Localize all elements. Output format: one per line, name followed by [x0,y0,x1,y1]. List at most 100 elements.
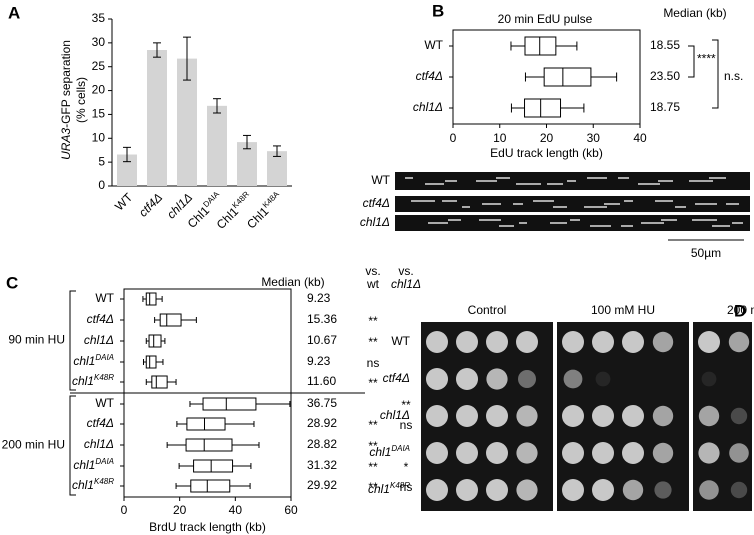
spot [622,479,644,501]
group-bracket [69,395,76,496]
spot [698,405,720,427]
y-tick-label: WT [95,396,114,410]
median-label: 11.60 [307,374,336,388]
median-label: 18.75 [650,100,680,114]
label-text: WT [95,291,114,305]
y-tick-label: ctf4Δ [87,312,114,326]
label-text: ctf4Δ [416,69,443,83]
box [186,417,226,431]
y-label-rest: -GFP separation [59,40,73,128]
x-tick-label: 10 [493,131,507,145]
spot [562,405,584,427]
fiber-image [395,196,750,212]
vs-header: vs. [365,264,380,278]
spot [730,481,748,499]
label-superscript: DAIA [391,444,410,453]
median-label: 18.55 [650,38,680,52]
row-label: WT [391,334,410,348]
y-tick-label: 5 [98,154,105,168]
spot [516,405,538,427]
bar [207,105,227,186]
median-label: 23.50 [650,69,680,83]
spot [563,369,583,389]
y-tick-label: 10 [92,130,106,144]
box [190,479,231,493]
significance-bracket [712,39,719,109]
box [202,397,257,411]
group-label: 200 min HU [2,438,65,452]
spot [426,479,448,501]
box [151,375,168,389]
label-text: chl1Δ [360,215,390,229]
x-axis-label: BrdU track length (kb) [149,520,266,534]
y-label-italic: URA3 [59,128,73,160]
label-text: ctf4Δ [87,312,114,326]
significance: n.s. [724,69,743,83]
y-tick-label: 30 [92,35,106,49]
x-tick-label: 30 [587,131,601,145]
y-tick-label: ctf4Δ [87,416,114,430]
significance: ** [368,480,378,494]
vs-header: chl1Δ [391,277,421,291]
label-superscript: K48R [231,190,252,211]
chart-title: 20 min EdU pulse [498,12,593,26]
scale-bar-label: 50µm [691,246,721,260]
spot [486,405,508,427]
label-text: ctf4Δ [87,416,114,430]
significance: ** [401,398,411,412]
label-superscript: K48R [94,477,114,486]
y-tick-label: WT [424,38,443,52]
median-label: 9.23 [307,354,331,368]
significance: ns [400,480,413,494]
spot [456,479,478,501]
significance: **** [697,52,716,66]
spot [592,405,614,427]
y-axis-label: (% cells) [74,77,88,123]
label-superscript: K48R [94,373,114,382]
label-text: chl1Δ [84,333,114,347]
x-tick-label: ctf4Δ [136,190,165,219]
significance: ** [368,418,378,432]
column-label: 200 mM HU [727,303,754,317]
x-tick-label: 0 [450,131,457,145]
label-text: chl1 [73,458,95,472]
spot [426,442,448,464]
y-tick-label: chl1Δ [84,437,114,451]
label-superscript: DAIA [202,189,222,209]
spot [426,405,448,427]
box [524,36,557,56]
vs-header: vs. [398,264,413,278]
spot [456,442,478,464]
significance: ** [368,460,378,474]
label-text: chl1 [369,445,391,459]
label-superscript: K48R [390,481,410,490]
panel-letter: C [6,273,18,292]
spot [652,442,674,464]
y-tick-label: chl1DAIA [73,353,114,368]
spot [728,331,750,353]
y-tick-label: 25 [92,59,106,73]
spot [699,480,719,500]
y-axis-label: URA3-GFP separation [59,40,73,160]
label-text: chl1 [72,478,94,492]
y-tick-label: 20 [92,83,106,97]
spot [486,479,508,501]
y-tick-label: chl1Δ [413,100,443,114]
median-label: 10.67 [307,333,337,347]
spot [456,368,478,390]
group-bracket [69,290,76,391]
box [159,313,182,327]
fiber-image [395,215,750,231]
x-tick-label: WT [112,190,136,214]
x-axis-label: EdU track length (kb) [490,146,603,160]
spot [486,368,508,390]
x-tick-label: 20 [540,131,554,145]
label-text: chl1 [368,482,390,496]
bar [267,151,287,186]
median-label: 28.82 [307,437,337,451]
box [543,67,592,87]
label-text: WT [371,173,390,187]
spot [622,442,644,464]
row-label: chl1Δ [380,408,410,422]
